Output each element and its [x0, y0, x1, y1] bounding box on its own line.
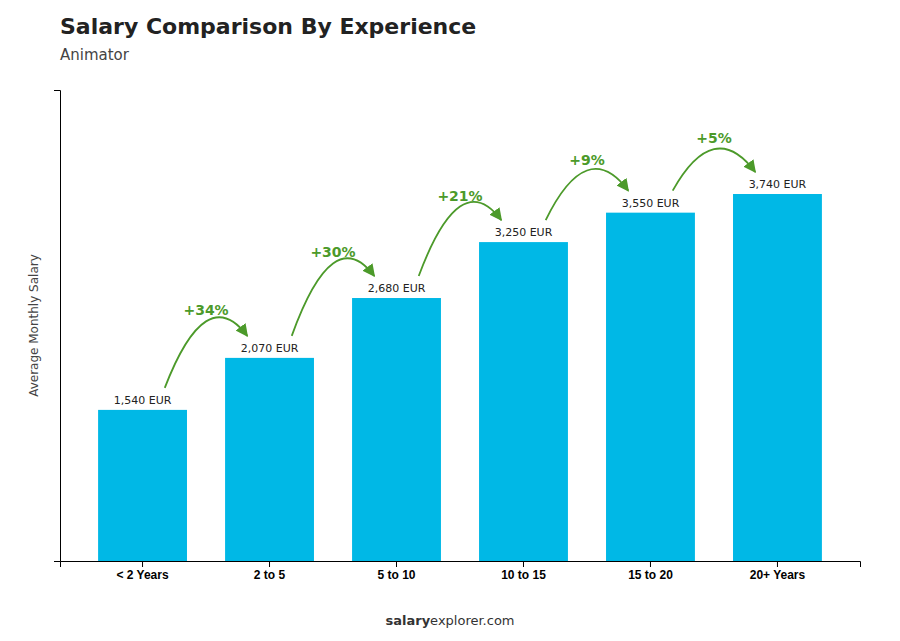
bars — [98, 194, 822, 561]
x-tick: 10 to 15 — [501, 561, 546, 582]
x-tick: 20+ Years — [750, 561, 806, 582]
annotation: +21% — [437, 188, 482, 204]
footer: salaryexplorer.com — [385, 613, 514, 628]
title: Salary Comparison By Experience — [60, 14, 476, 39]
data-label: 3,250 EUR — [495, 226, 553, 239]
footer-part: salary — [385, 613, 430, 628]
x-tick-label: 20+ Years — [750, 568, 806, 582]
data-label: 3,740 EUR — [749, 178, 807, 191]
bar — [606, 213, 695, 561]
x-tick: 2 to 5 — [254, 561, 286, 582]
annotation: +34% — [183, 302, 228, 318]
x-tick-mark — [269, 561, 270, 567]
data-label: 2,070 EUR — [241, 342, 299, 355]
y-axis-line — [54, 91, 61, 562]
x-tick-mark — [523, 561, 524, 567]
arrow — [546, 169, 629, 220]
x-tick-label: 5 to 10 — [378, 568, 416, 582]
x-tick-mark — [777, 561, 778, 567]
x-tick-mark — [142, 561, 143, 567]
x-tick: 5 to 10 — [378, 561, 416, 582]
arrow — [673, 148, 756, 190]
arrow — [292, 258, 375, 336]
bar — [479, 242, 568, 561]
y-axis — [54, 91, 61, 562]
chart: Salary Comparison By Experience Animator <… — [0, 0, 900, 641]
footer-part: explorer.com — [430, 613, 514, 628]
annotations: +34% +30% +21% +9% +5% — [165, 130, 755, 388]
y-axis-title: Average Monthly Salary — [27, 254, 41, 397]
x-tick: 15 to 20 — [628, 561, 673, 582]
x-tick-label: < 2 Years — [116, 568, 168, 582]
x-tick-label: 10 to 15 — [501, 568, 546, 582]
data-label: 2,680 EUR — [368, 282, 426, 295]
x-tick-label: 15 to 20 — [628, 568, 673, 582]
data-label: 3,550 EUR — [622, 197, 680, 210]
bar — [225, 358, 314, 561]
x-tick: < 2 Years — [116, 561, 168, 582]
annotation: +9% — [569, 152, 605, 168]
x-tick-label: 2 to 5 — [254, 568, 286, 582]
plot: < 2 Years 2 to 5 5 to 10 10 to 15 15 to 20 20… — [54, 91, 861, 582]
x-axis: < 2 Years 2 to 5 5 to 10 10 to 15 15 to 20 20… — [61, 561, 861, 582]
data-label: 1,540 EUR — [114, 394, 172, 407]
arrow — [419, 202, 502, 276]
x-axis-line — [61, 562, 861, 568]
annotation: +5% — [696, 130, 732, 146]
data-labels: 1,540 EUR 2,070 EUR 2,680 EUR 3,250 EUR 3,55… — [114, 178, 807, 407]
annotation: +30% — [310, 244, 355, 260]
x-tick-mark — [650, 561, 651, 567]
subtitle: Animator — [60, 46, 130, 64]
bar — [733, 194, 822, 561]
bar — [352, 298, 441, 561]
arrow — [165, 317, 248, 388]
x-tick-mark — [396, 561, 397, 567]
bar — [98, 410, 187, 561]
